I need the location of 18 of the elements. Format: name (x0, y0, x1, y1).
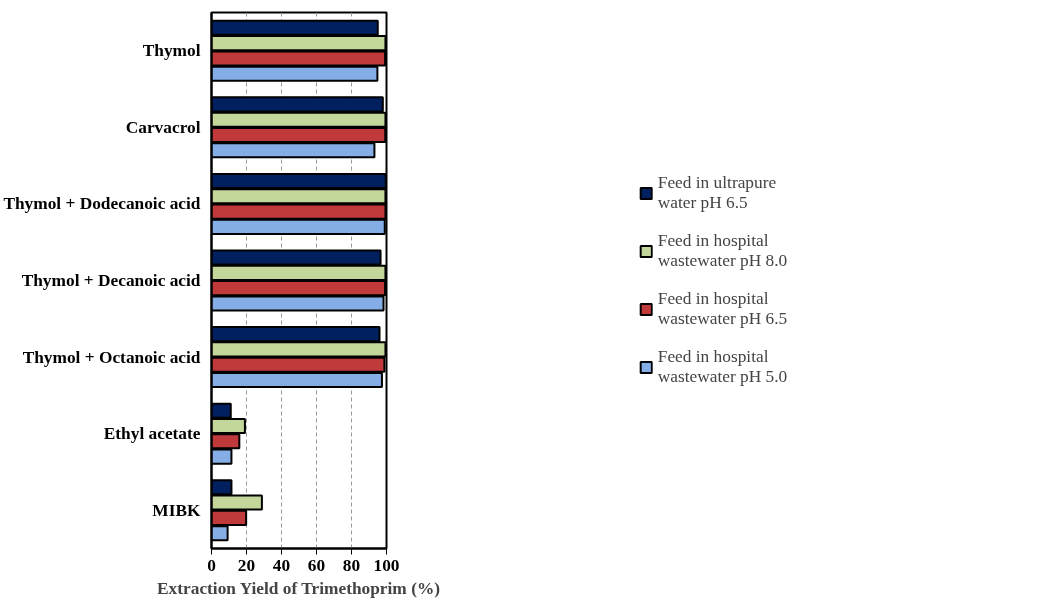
x-tick-label: 0 (207, 555, 216, 575)
legend-label: Feed in hospital wastewater pH 5.0 (657, 347, 788, 387)
y-tick-label: Thymol + Dodecanoic acid (3, 194, 201, 214)
y-tick-label: MIBK (152, 500, 202, 520)
y-tick-label: Carvacrol (125, 117, 201, 137)
y-tick-label: Thymol (142, 41, 201, 61)
y-tick-label: Thymol + Decanoic acid (21, 271, 201, 290)
x-tick-label: 100 (373, 555, 400, 575)
x-tick-label: 40 (272, 555, 291, 575)
x-axis-title: Extraction Yield of Trimethoprim (%) (157, 578, 441, 598)
x-tick-label: 60 (307, 555, 326, 575)
legend-label: Feed in ultrapure water pH 6.5 (657, 173, 777, 213)
y-tick-label: Thymol + Octanoic acid (22, 347, 201, 367)
x-tick-label: 20 (237, 555, 256, 575)
legend-label: Feed in hospital wastewater pH 8.0 (657, 231, 788, 271)
x-tick-label: 80 (342, 555, 361, 575)
legend-label: Feed in hospital wastewater pH 6.5 (657, 289, 788, 329)
y-tick-label: Ethyl acetate (103, 424, 201, 444)
